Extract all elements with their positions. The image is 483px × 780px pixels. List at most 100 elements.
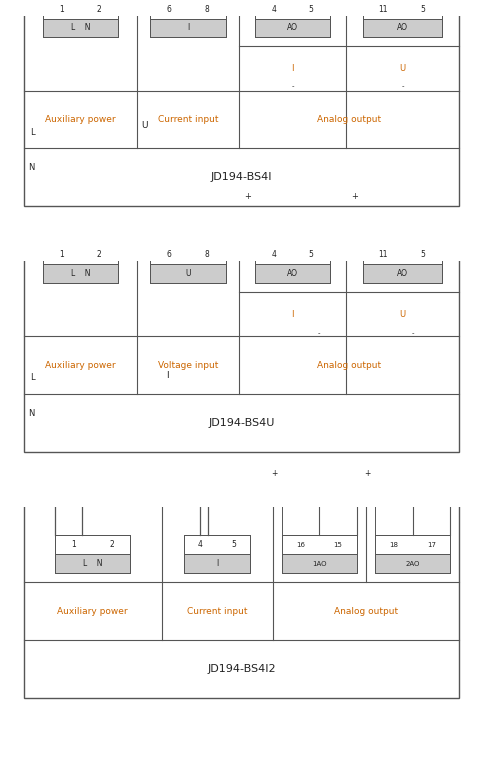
Text: Auxiliary power: Auxiliary power — [45, 115, 116, 124]
Text: JD194-BS4I: JD194-BS4I — [211, 172, 272, 183]
Bar — [363, 83, 442, 246]
Bar — [43, 0, 118, 19]
Text: 11: 11 — [378, 250, 387, 259]
Circle shape — [378, 92, 427, 141]
Bar — [256, 264, 330, 283]
Text: Analog output: Analog output — [317, 361, 381, 370]
Text: N: N — [28, 163, 35, 172]
Text: 2: 2 — [97, 5, 102, 13]
Bar — [375, 555, 450, 573]
Text: 4: 4 — [198, 541, 203, 549]
Text: 4: 4 — [271, 250, 276, 259]
Text: Current input: Current input — [187, 607, 247, 615]
Text: 18: 18 — [389, 542, 398, 548]
Bar — [184, 535, 250, 555]
Text: -: - — [318, 330, 321, 336]
Bar — [282, 329, 356, 535]
Bar — [363, 264, 442, 283]
Bar — [43, 246, 118, 283]
Text: Auxiliary power: Auxiliary power — [45, 361, 116, 370]
Bar — [50, 141, 59, 186]
Bar — [375, 535, 450, 555]
Bar — [150, 246, 226, 264]
Circle shape — [300, 338, 338, 375]
Bar — [55, 555, 130, 573]
Bar — [55, 535, 130, 573]
Text: 5: 5 — [309, 5, 313, 13]
Text: I: I — [291, 64, 294, 73]
Text: I: I — [216, 559, 218, 569]
Bar — [43, 19, 118, 37]
Text: 17: 17 — [427, 542, 436, 548]
Text: +: + — [271, 469, 278, 478]
Text: 8: 8 — [205, 250, 210, 259]
Bar — [363, 246, 442, 264]
Circle shape — [394, 338, 431, 375]
Text: JD194-BS4I2: JD194-BS4I2 — [207, 664, 276, 674]
Text: 2AO: 2AO — [405, 561, 420, 567]
Bar — [256, 246, 330, 264]
Text: AO: AO — [287, 23, 298, 33]
Text: +: + — [352, 192, 358, 201]
Text: +: + — [365, 469, 371, 478]
Text: 11: 11 — [378, 5, 387, 13]
Text: L: L — [30, 373, 35, 382]
Text: -: - — [412, 330, 414, 336]
Text: Current input: Current input — [158, 115, 218, 124]
Text: +: + — [244, 192, 251, 201]
Text: L    N: L N — [71, 23, 90, 33]
Text: 2: 2 — [109, 541, 114, 549]
Text: 15: 15 — [333, 542, 342, 548]
Bar — [150, 246, 226, 283]
Text: 1AO: 1AO — [312, 561, 327, 567]
Text: 6: 6 — [167, 5, 172, 13]
Text: 8: 8 — [205, 5, 210, 13]
Text: -: - — [291, 83, 294, 90]
Text: 1: 1 — [71, 541, 76, 549]
Text: Analog output: Analog output — [317, 115, 381, 124]
Bar — [43, 246, 118, 264]
Bar — [43, 264, 118, 283]
Bar — [150, 0, 226, 37]
Text: 5: 5 — [420, 5, 425, 13]
Text: AO: AO — [397, 269, 408, 278]
Bar — [256, 19, 330, 37]
Text: 16: 16 — [296, 542, 305, 548]
Bar — [184, 555, 250, 573]
Text: 1: 1 — [59, 5, 64, 13]
Bar — [150, 0, 226, 19]
Text: U: U — [399, 64, 406, 73]
Text: 5: 5 — [420, 250, 425, 259]
Bar — [256, 83, 330, 246]
Text: 6: 6 — [167, 250, 172, 259]
Bar — [375, 535, 450, 573]
Text: 4: 4 — [271, 5, 276, 13]
Bar — [363, 19, 442, 37]
Bar — [43, 0, 118, 37]
Bar — [50, 387, 59, 431]
Text: U: U — [142, 121, 148, 129]
Bar — [55, 535, 130, 555]
Bar — [256, 0, 330, 19]
Bar — [150, 19, 226, 37]
Bar — [363, 246, 442, 283]
Text: Analog output: Analog output — [334, 607, 398, 615]
Text: 1: 1 — [59, 250, 64, 259]
Text: Voltage input: Voltage input — [158, 361, 218, 370]
Bar — [166, 136, 175, 181]
Text: L    N: L N — [71, 269, 90, 278]
Text: 5: 5 — [309, 250, 313, 259]
Bar — [282, 535, 356, 555]
Text: Auxiliary power: Auxiliary power — [57, 607, 128, 615]
Bar — [150, 264, 226, 283]
Text: I: I — [166, 371, 169, 380]
Bar — [282, 555, 356, 573]
Text: U: U — [185, 269, 191, 278]
Text: L: L — [30, 127, 35, 136]
Text: JD194-BS4U: JD194-BS4U — [208, 418, 275, 428]
Text: U: U — [399, 310, 406, 319]
Text: I: I — [291, 310, 294, 319]
Bar — [256, 246, 330, 283]
Bar — [256, 0, 330, 37]
Bar — [363, 0, 442, 19]
